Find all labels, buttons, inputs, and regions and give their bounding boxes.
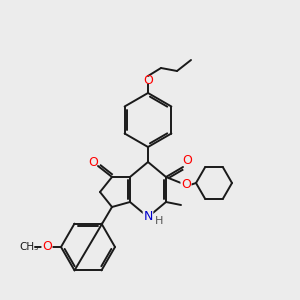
Text: O: O <box>182 154 192 167</box>
Text: O: O <box>88 157 98 169</box>
Text: O: O <box>143 74 153 86</box>
Text: H: H <box>155 216 164 226</box>
Text: O: O <box>42 241 52 254</box>
Text: N: N <box>143 211 153 224</box>
Text: O: O <box>181 178 191 191</box>
Text: CH₃: CH₃ <box>20 242 39 252</box>
